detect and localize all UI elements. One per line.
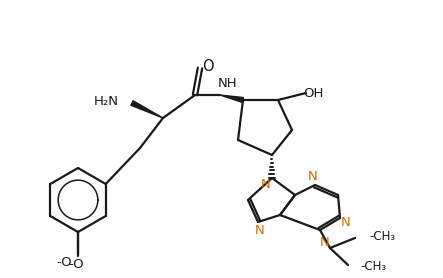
Text: N: N [261,177,271,190]
Text: OH: OH [303,86,323,100]
Text: O: O [202,58,214,73]
Text: -O: -O [56,255,72,269]
Text: -CH₃: -CH₃ [369,230,395,242]
Text: N: N [308,170,318,183]
Text: N: N [320,235,330,249]
Text: H₂N: H₂N [94,95,119,108]
Text: N: N [255,224,265,237]
Text: -O: -O [68,259,84,272]
Polygon shape [131,101,163,118]
Text: NH: NH [218,76,238,90]
Text: N: N [341,215,351,229]
Text: -CH₃: -CH₃ [360,260,386,274]
Polygon shape [220,95,244,102]
